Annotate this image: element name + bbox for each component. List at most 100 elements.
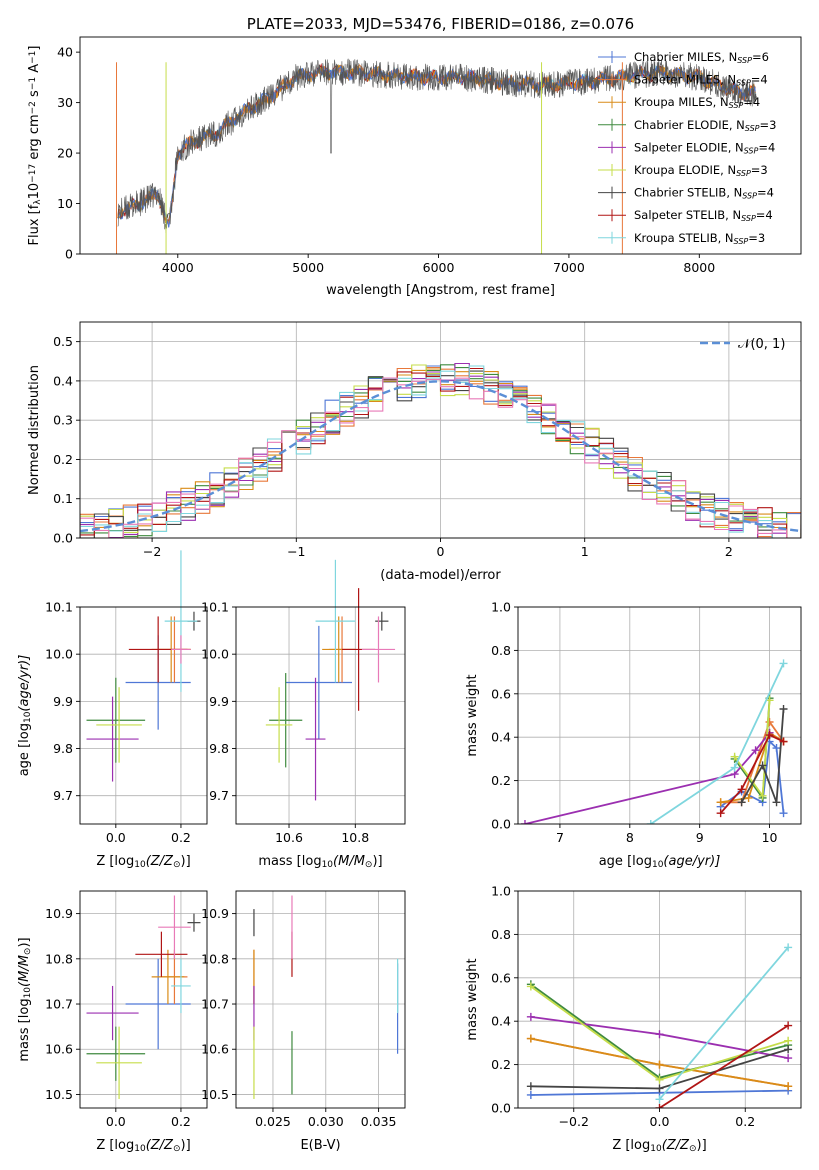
y-tick-label: 10 [57, 196, 73, 211]
series-marker [758, 761, 767, 770]
y-axis-label-part: (age/yr)] [17, 655, 32, 712]
x-tick-label: 0.0 [650, 1114, 670, 1129]
legend-name: Chabrier ELODIE, N [634, 118, 745, 132]
error-bar-point [86, 1026, 146, 1081]
error-bar-point [187, 913, 201, 932]
error-bar-point [305, 677, 326, 801]
histograms [80, 362, 801, 538]
y-tick-label: 9.8 [209, 741, 229, 756]
series-marker [784, 943, 793, 952]
series-marker [784, 1021, 793, 1030]
error-bar-point [375, 611, 389, 631]
histogram-step-line [80, 365, 801, 538]
x-axis-label-part: Z [log [96, 1138, 134, 1153]
x-axis-label-part: )] [372, 854, 382, 869]
y-tick-label: 10.7 [45, 997, 73, 1012]
y-tick-label: 10.5 [45, 1087, 73, 1102]
y-tick-label: 0.6 [491, 970, 511, 985]
axes-frame [517, 890, 802, 1109]
series-marker [784, 1045, 793, 1054]
legend-sub: SSP [736, 169, 751, 178]
y-tick-label: 10.6 [45, 1042, 73, 1057]
x-tick-label: 0 [437, 544, 445, 559]
series-marker [520, 820, 529, 824]
y-axis-label-part: λ [33, 199, 43, 205]
y-tick-label: 10.8 [45, 951, 73, 966]
series-marker [526, 1012, 535, 1021]
y-axis-label-part: 10 [27, 183, 42, 200]
error-bar-point [86, 985, 139, 1041]
y-tick-label: 0.8 [491, 643, 511, 658]
series-marker [737, 785, 746, 794]
series-line [720, 720, 785, 804]
y-axis-label-part: age [log [17, 723, 32, 776]
y-tick-label: 0.5 [53, 334, 73, 349]
error-bar-point [285, 625, 352, 740]
normal-curve [80, 380, 801, 533]
x-tick-label: 1 [581, 544, 589, 559]
legend-value: =4 [743, 95, 760, 109]
axes-frame [79, 890, 208, 1109]
legend-label: Chabrier MILES, NSSP=6 [634, 50, 769, 65]
legend-value: =4 [751, 73, 768, 87]
axes-frame [235, 606, 406, 825]
y-tick-label: 20 [57, 146, 73, 161]
series-marker [655, 1030, 664, 1039]
x-axis-label-part: (Z/Z [146, 854, 174, 869]
x-axis-label: age [log10(age/yr)] [599, 854, 721, 870]
y-axis-label-part: mass [log [17, 998, 32, 1061]
x-tick-label: 0.035 [361, 1114, 397, 1129]
y-tick-label: 0.4 [53, 373, 73, 388]
series-marker [737, 798, 746, 807]
legend-sub: SSP [737, 56, 752, 65]
y-tick-label: 0.0 [491, 817, 511, 832]
y-tick-label: 9.7 [209, 788, 229, 803]
x-tick-label: 8000 [683, 260, 715, 275]
x-axis-label-part: ⊙ [173, 1144, 181, 1154]
series-line [524, 732, 771, 824]
y-axis-label-part: 10 [23, 987, 33, 999]
x-tick-label: 0.0 [106, 830, 126, 845]
weight-lines [526, 943, 793, 1108]
y-tick-label: 0.0 [53, 531, 73, 546]
x-axis-label-part: 10 [322, 860, 334, 870]
series-marker [526, 1034, 535, 1043]
x-axis-label-part: Z [log [612, 1138, 650, 1153]
series-marker [655, 1075, 664, 1084]
series-marker [779, 737, 788, 746]
series-marker [646, 820, 655, 824]
y-tick-label: 0.4 [491, 730, 511, 745]
y-axis-label: Normed distribution [27, 365, 42, 495]
x-axis-label: E(B-V) [300, 1138, 340, 1153]
series-marker [655, 1095, 664, 1104]
series-line [659, 1024, 789, 1108]
y-tick-label: 10.9 [45, 906, 73, 921]
legend-label: Kroupa ELODIE, NSSP=3 [634, 163, 768, 178]
series-marker [765, 718, 774, 727]
y-axis-label-part: s [27, 90, 42, 101]
legend-name: Chabrier MILES, N [634, 50, 737, 64]
series-marker [716, 809, 725, 818]
y-axis-label-part: ] [27, 46, 42, 51]
x-axis-label-part: ⊙ [173, 860, 181, 870]
y-tick-label: 0.2 [491, 773, 511, 788]
y-tick-label: 0.3 [53, 413, 73, 428]
y-tick-label: 40 [57, 45, 73, 60]
x-axis-label-part: mass [log [258, 854, 321, 869]
x-axis-label-part: 10 [134, 860, 146, 870]
y-tick-label: 30 [57, 95, 73, 110]
series-marker [772, 744, 781, 753]
y-axis-label-part: −1 [28, 77, 38, 90]
error-bars [253, 895, 399, 1099]
y-axis-label-part: −2 [28, 101, 38, 114]
x-axis-label-part: 10 [134, 1144, 146, 1154]
spectrum-chart: PLATE=2033, MJD=53476, FIBERID=0186, z=0… [27, 15, 802, 298]
error-bar-point [125, 958, 191, 1050]
y-axis-label-part: )] [17, 937, 32, 947]
x-axis-label: wavelength [Angstrom, rest frame] [326, 283, 555, 298]
error-bar-point [96, 687, 142, 763]
x-tick-label: 7 [556, 830, 564, 845]
y-tick-label: 0.4 [491, 1014, 511, 1029]
error-bar-point [86, 677, 146, 763]
